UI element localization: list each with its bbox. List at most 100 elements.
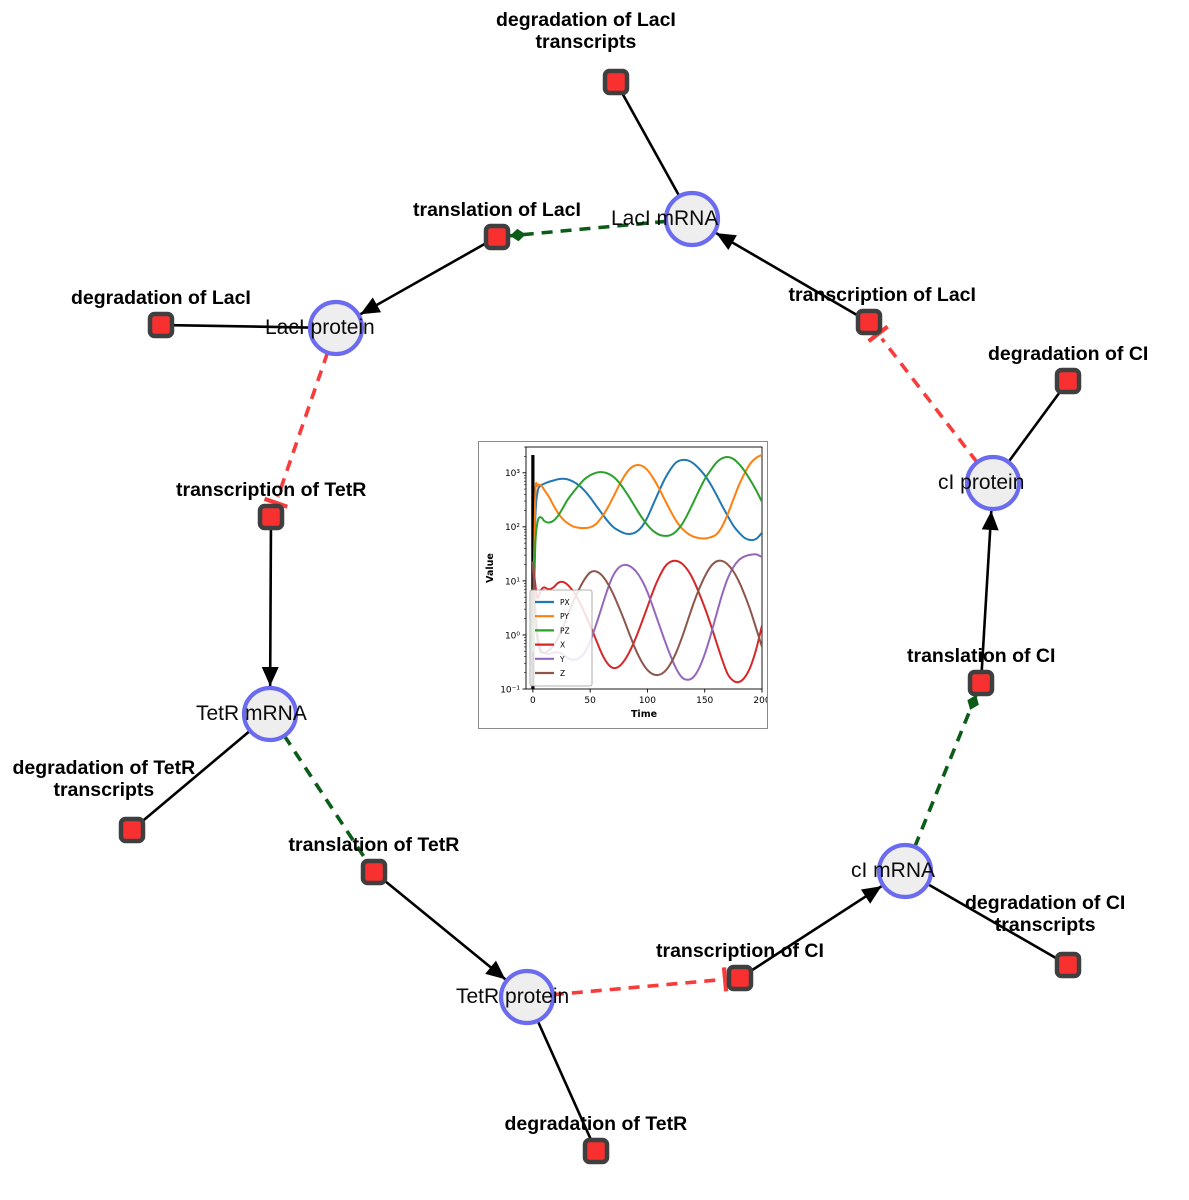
x-tick-label: 150 xyxy=(696,696,713,706)
reaction-node-translation_laci[interactable] xyxy=(483,223,511,251)
series-X xyxy=(531,559,762,684)
edge-tetr_protein-to-transcription_ci xyxy=(552,978,720,997)
reaction-square[interactable] xyxy=(1054,367,1082,395)
reaction-square[interactable] xyxy=(257,503,285,531)
reaction-node-deg_ci_transcripts[interactable] xyxy=(1054,951,1082,979)
reaction-square[interactable] xyxy=(855,308,883,336)
reaction-label-line: degradation of TetR xyxy=(504,1113,688,1135)
series-PY xyxy=(531,453,762,653)
series-PZ xyxy=(531,455,762,653)
reaction-square[interactable] xyxy=(360,858,388,886)
reaction-node-translation_tetr[interactable] xyxy=(360,858,388,886)
reaction-label-line: degradation of LacI xyxy=(71,287,251,309)
reaction-square[interactable] xyxy=(1054,951,1082,979)
reaction-label-transcription_laci: transcription of LacI xyxy=(788,284,976,307)
reaction-square[interactable] xyxy=(726,964,754,992)
reaction-label-line: transcription of LacI xyxy=(788,284,976,306)
reaction-label-line: transcription of CI xyxy=(656,940,824,962)
reaction-node-deg_laci_transcripts[interactable] xyxy=(602,68,630,96)
reaction-label-transcription_ci: transcription of CI xyxy=(656,940,824,963)
species-circle[interactable] xyxy=(663,190,721,248)
y-tick-label: 10² xyxy=(505,523,520,533)
species-circle[interactable] xyxy=(498,968,556,1026)
edge-laci_mrna-to-translation_laci xyxy=(509,219,667,238)
reaction-label-line: degradation of CI xyxy=(988,343,1149,365)
reaction-square[interactable] xyxy=(483,223,511,251)
arrowhead xyxy=(485,960,506,980)
arrowhead xyxy=(360,297,382,315)
edge-transcription_ci-to-ci_mrna xyxy=(748,885,883,974)
y-tick-label: 10⁻¹ xyxy=(500,685,520,695)
series-PX xyxy=(531,458,762,653)
edge-transcription_laci-to-laci_mrna xyxy=(715,231,861,318)
diamond-head xyxy=(509,228,526,242)
species-node-tetr_mrna[interactable] xyxy=(241,685,299,743)
legend-label-Z: Z xyxy=(560,669,565,678)
reaction-node-deg_ci[interactable] xyxy=(1054,367,1082,395)
edge-deg_tetr_transcripts-to-tetr_mrna xyxy=(139,730,251,824)
reaction-node-transcription_tetr[interactable] xyxy=(257,503,285,531)
edge-deg_ci-to-ci_protein xyxy=(1007,389,1063,463)
y-tick-label: 10³ xyxy=(505,469,520,479)
edge-ci_mrna-to-translation_ci xyxy=(913,694,978,848)
edge-laci_protein-to-transcription_tetr xyxy=(276,352,330,498)
plot-svg: 05010015020010⁻¹10⁰10¹10²10³TimeValuePXP… xyxy=(485,446,767,720)
reaction-square[interactable] xyxy=(967,669,995,697)
reaction-label-deg_tetr: degradation of TetR xyxy=(504,1113,688,1136)
x-tick-label: 100 xyxy=(639,696,656,706)
edge-deg_ci_transcripts-to-ci_mrna xyxy=(927,883,1060,961)
species-node-ci_mrna[interactable] xyxy=(876,842,934,900)
reaction-square[interactable] xyxy=(118,816,146,844)
edge-ci_protein-to-transcription_laci xyxy=(880,337,979,464)
reaction-label-deg_ci_transcripts: degradation of CI transcripts xyxy=(965,892,1125,937)
x-axis-title: Time xyxy=(631,709,657,720)
edge-deg_tetr-to-tetr_protein xyxy=(536,1021,593,1142)
reaction-node-transcription_laci[interactable] xyxy=(855,308,883,336)
reaction-label-deg_laci: degradation of LacI xyxy=(71,287,251,310)
species-node-tetr_protein[interactable] xyxy=(498,968,556,1026)
reaction-label-translation_ci: translation of CI xyxy=(907,645,1055,668)
legend-label-PY: PY xyxy=(560,612,569,621)
reaction-node-deg_tetr[interactable] xyxy=(582,1137,610,1165)
edge-transcription_tetr-to-tetr_mrna xyxy=(268,527,273,687)
edge-translation_tetr-to-tetr_protein xyxy=(381,877,507,981)
reaction-node-translation_ci[interactable] xyxy=(967,669,995,697)
reaction-node-transcription_ci[interactable] xyxy=(726,964,754,992)
reaction-label-translation_laci: translation of LacI xyxy=(413,199,581,222)
species-circle[interactable] xyxy=(964,454,1022,512)
arrowhead xyxy=(261,666,279,687)
reaction-square[interactable] xyxy=(602,68,630,96)
arrowhead xyxy=(860,886,882,904)
species-circle[interactable] xyxy=(876,842,934,900)
species-node-laci_protein[interactable] xyxy=(307,299,365,357)
species-node-layer xyxy=(241,190,1022,1026)
reaction-label-line: transcripts xyxy=(994,913,1096,936)
edge-tetr_mrna-to-translation_tetr xyxy=(282,734,370,864)
species-node-ci_protein[interactable] xyxy=(964,454,1022,512)
reaction-label-deg_tetr_transcripts: degradation of TetR transcripts xyxy=(13,757,196,802)
reaction-label-line: translation of LacI xyxy=(413,199,581,221)
edge-translation_ci-to-ci_protein xyxy=(980,510,993,673)
reaction-square[interactable] xyxy=(147,311,175,339)
species-circle[interactable] xyxy=(241,685,299,743)
edge-translation_laci-to-laci_protein xyxy=(359,241,489,316)
species-circle[interactable] xyxy=(307,299,365,357)
species-node-laci_mrna[interactable] xyxy=(663,190,721,248)
reaction-square[interactable] xyxy=(582,1137,610,1165)
reaction-label-line: degradation of LacI xyxy=(496,9,676,31)
reaction-node-deg_tetr_transcripts[interactable] xyxy=(118,816,146,844)
y-tick-label: 10¹ xyxy=(505,577,520,587)
arrowhead xyxy=(981,510,999,531)
legend-label-Y: Y xyxy=(559,655,565,664)
reaction-label-line: transcripts xyxy=(535,30,637,53)
reaction-label-line: transcription of TetR xyxy=(176,479,367,501)
edge-layer xyxy=(139,90,1063,1142)
reaction-label-deg_ci: degradation of CI xyxy=(988,343,1149,366)
simulation-timecourse-plot: 05010015020010⁻¹10⁰10¹10²10³TimeValuePXP… xyxy=(478,441,768,729)
reaction-node-deg_laci[interactable] xyxy=(147,311,175,339)
reaction-label-line: translation of TetR xyxy=(288,834,460,856)
inhibition-bar xyxy=(263,496,288,509)
legend-label-X: X xyxy=(560,641,565,650)
legend-box xyxy=(529,589,593,687)
